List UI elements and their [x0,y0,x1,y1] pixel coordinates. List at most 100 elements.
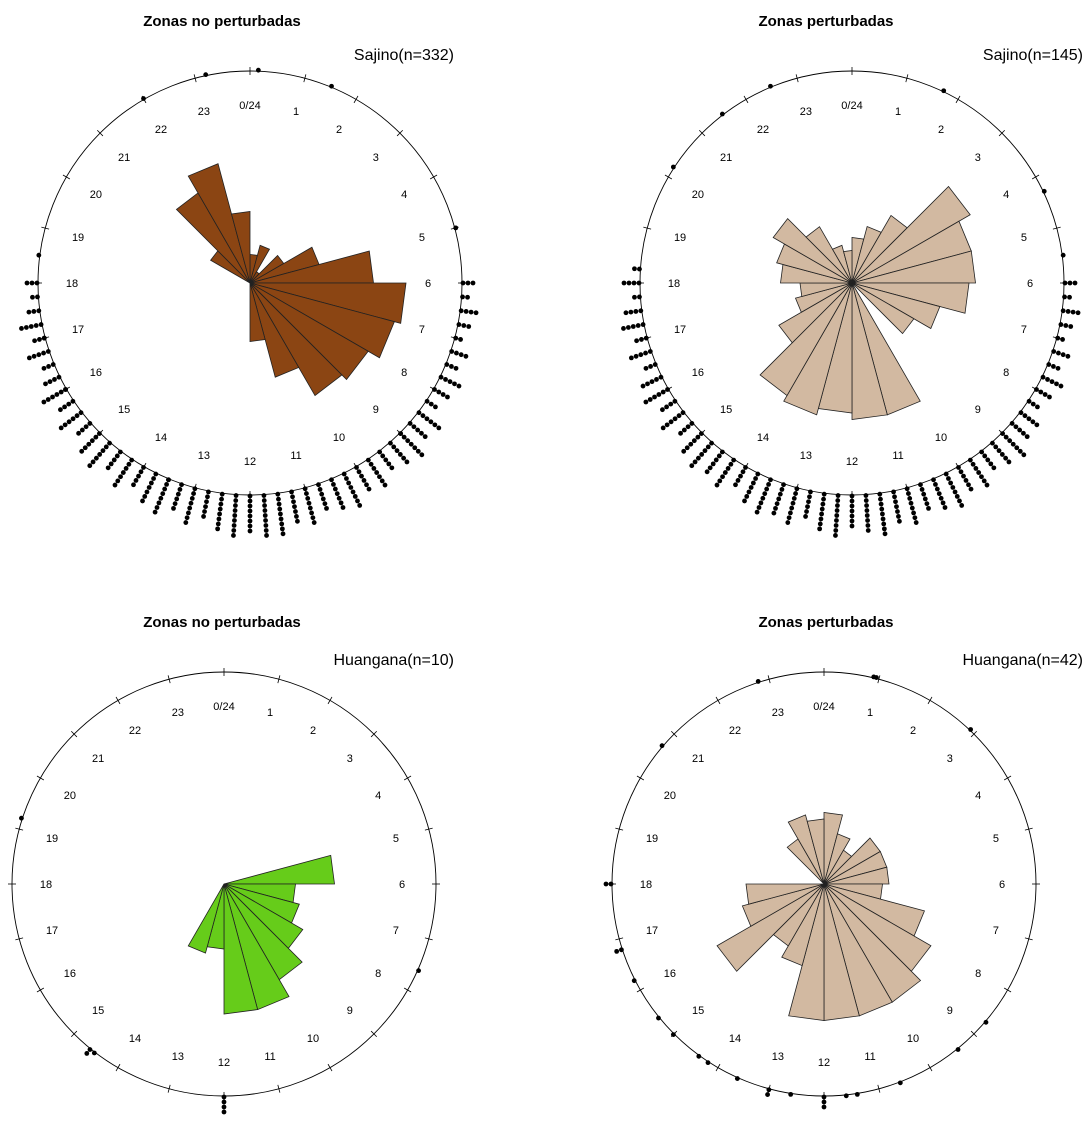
observation-dot [322,501,328,507]
observation-dot [979,474,984,480]
observation-dot [133,478,139,483]
observation-dot [470,280,476,286]
observation-dot [50,362,56,367]
hour-tick [743,95,749,104]
hour-label: 7 [393,925,399,937]
observation-dot [352,494,358,499]
hour-label: 19 [646,833,658,845]
observation-dot [183,520,189,525]
observation-dot [865,528,871,533]
observation-dot [123,466,129,471]
observation-dot [346,480,352,486]
observation-dot [630,324,636,329]
observation-dot [348,485,354,490]
hour-tick [62,174,71,180]
observation-dot [695,434,701,440]
observation-dot [231,528,237,533]
observation-dot [982,453,988,459]
observation-dot [96,431,102,437]
observation-dot [820,501,826,507]
observation-dot [107,440,112,446]
observation-dot [684,445,690,451]
observation-dot [41,335,47,341]
observation-dot [82,445,88,451]
observation-dot [633,309,639,314]
observation-dot [819,511,824,517]
observation-dot [699,452,705,457]
rose-bar [230,211,251,284]
observation-dot [84,1051,90,1056]
observation-dot [789,505,795,511]
hour-label: 20 [64,790,76,802]
observation-dot [419,430,424,436]
observation-dot [765,1092,770,1097]
observation-dot [344,476,349,481]
observation-dot [379,478,385,484]
observation-dot [1013,424,1019,430]
observation-dot [1072,280,1078,286]
observation-dot [366,486,372,492]
observation-dot [768,83,773,89]
observation-dot [36,308,42,314]
observation-dot [420,413,426,419]
observation-dot [233,498,239,503]
observation-dot [473,310,479,316]
observation-dot [334,491,340,497]
hour-label: 15 [118,404,130,416]
observation-dot [672,398,678,404]
observation-dot [280,531,286,537]
observation-dot [108,461,114,467]
hour-tick [955,95,961,104]
observation-dot [118,474,123,480]
hour-label: 16 [692,367,704,379]
hour-tick [15,827,24,831]
observation-dot [1054,381,1059,387]
hour-tick [1024,937,1033,941]
observation-dot [24,280,30,286]
observation-dot [719,449,725,455]
observation-dot [849,518,855,524]
observation-dot [983,1019,989,1025]
observation-dot [192,486,198,492]
observation-dot [1026,398,1032,404]
observation-dot [66,419,72,425]
observation-dot [412,445,418,451]
hour-tick [1003,987,1012,993]
observation-dot [460,280,466,286]
hour-label: 12 [846,456,858,468]
observation-dot [54,392,60,397]
observation-dot [1041,188,1047,194]
observation-dot [656,1015,661,1021]
observation-dot [1026,416,1032,422]
observation-dot [946,476,951,481]
observation-dot [329,477,334,483]
observation-dot [31,309,37,314]
hour-label: 8 [401,367,407,379]
observation-dot [424,398,430,404]
observation-dot [454,350,459,356]
observation-dot [26,355,32,361]
observation-dot [626,280,632,286]
observation-dot [172,501,178,507]
observation-dot [221,1104,227,1110]
observation-dot [664,404,669,410]
observation-dot [719,111,725,117]
observation-dot [440,392,446,397]
observation-dot [950,485,956,490]
observation-dot [756,505,762,510]
observation-dot [1060,352,1066,358]
observation-dot [247,493,253,499]
observation-dot [391,444,397,450]
observation-dot [445,394,450,400]
observation-dot [725,466,731,471]
hour-label: 5 [419,232,425,244]
observation-dot [320,496,326,502]
observation-dot [1034,387,1039,392]
hour-tick [927,1063,933,1072]
observation-dot [907,496,913,501]
panel-subtitle: Huangana(n=10) [333,652,454,669]
observation-dot [153,471,159,477]
observation-dot [401,455,407,461]
observation-dot [768,477,773,483]
observation-dot [111,457,117,463]
